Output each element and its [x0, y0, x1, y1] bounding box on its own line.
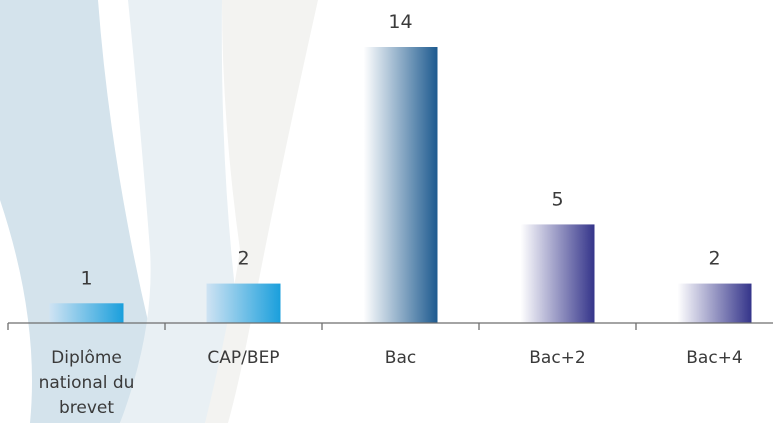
value-label: 5: [551, 188, 563, 210]
x-tick-label-line: brevet: [59, 398, 114, 418]
value-label: 14: [388, 11, 412, 33]
value-label: 1: [80, 267, 92, 289]
x-tick-label: Bac+4: [686, 348, 743, 368]
x-tick-label: Bac+2: [529, 348, 586, 368]
value-label: 2: [237, 248, 249, 270]
x-tick-label-line: Bac+2: [529, 348, 586, 368]
x-axis: [7, 322, 773, 330]
x-tick-label: Diplôme national du brevet: [39, 348, 135, 418]
bars-group: [49, 47, 752, 323]
x-tick-label-line: CAP/BEP: [207, 348, 279, 368]
x-tick-label: Bac: [385, 348, 416, 368]
x-tick-label-line: Diplôme: [51, 348, 122, 368]
bar: [363, 47, 438, 323]
x-tick-label-line: national du: [39, 373, 135, 393]
x-tick-label-line: Bac: [385, 348, 416, 368]
x-tick-label: CAP/BEP: [207, 348, 279, 368]
value-labels-group: 1 2 14 5 2: [80, 11, 720, 289]
x-tick-labels-group: Diplôme national du brevet CAP/BEP Bac Bac+2 B…: [39, 348, 743, 418]
bar: [206, 283, 281, 323]
value-label: 2: [708, 248, 720, 270]
bar: [520, 224, 595, 323]
x-tick-label-line: Bac+4: [686, 348, 743, 368]
bar: [49, 303, 124, 323]
bar: [677, 283, 752, 323]
